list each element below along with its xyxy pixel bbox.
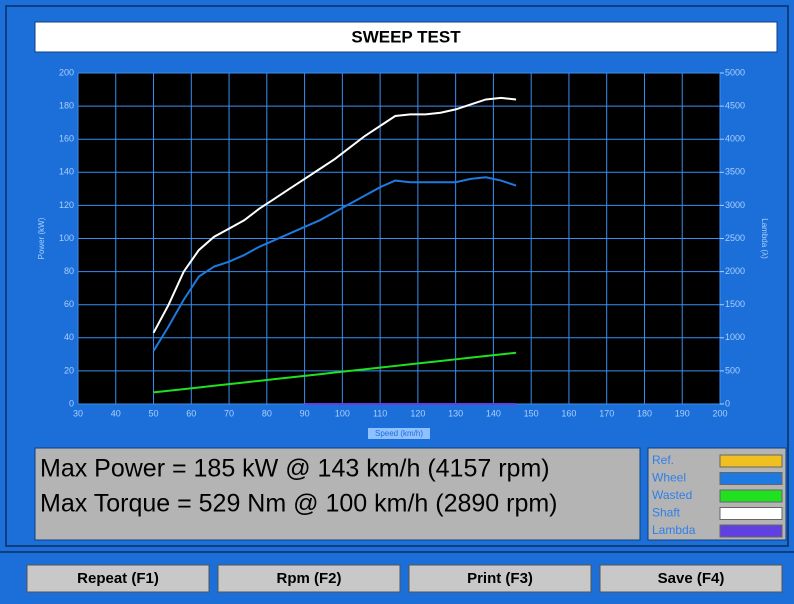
legend-swatch <box>719 507 783 520</box>
y2-tick-label: 0 <box>725 398 730 408</box>
summary-line: Max Torque = 529 Nm @ 100 km/h (2890 rpm… <box>40 490 558 518</box>
y2-tick-label: 4000 <box>725 134 745 144</box>
y-tick-label: 140 <box>59 167 74 177</box>
y-tick-label: 0 <box>69 398 74 408</box>
legend-label: Ref. <box>652 453 674 467</box>
y-tick-label: 120 <box>59 200 74 210</box>
series-line <box>152 176 517 352</box>
legend-label: Lambda <box>652 523 696 537</box>
button-label[interactable]: Print (F3) <box>467 570 533 587</box>
y2-tick-label: 1500 <box>725 299 745 309</box>
x-tick-label: 80 <box>262 408 272 418</box>
y-tick-label: 200 <box>59 67 74 77</box>
x-tick-label: 120 <box>410 408 425 418</box>
x-tick-label: 200 <box>712 408 727 418</box>
button[interactable] <box>26 564 210 593</box>
y2-tick-label: 3500 <box>725 167 745 177</box>
x-axis-label: Speed (km/h) <box>375 429 423 438</box>
x-tick-label: 180 <box>637 408 652 418</box>
y-tick-label: 160 <box>59 134 74 144</box>
x-tick-label: 40 <box>111 408 121 418</box>
summary-line: Max Power = 185 kW @ 143 km/h (4157 rpm) <box>40 455 550 483</box>
summary-box <box>34 447 641 541</box>
button[interactable] <box>217 564 401 593</box>
button-label[interactable]: Rpm (F2) <box>277 570 342 587</box>
legend-swatch <box>719 524 783 538</box>
series-line <box>152 96 517 334</box>
x-tick-label: 50 <box>149 408 159 418</box>
x-tick-label: 30 <box>73 408 83 418</box>
y2-tick-label: 4500 <box>725 100 745 110</box>
x-tick-label: 90 <box>300 408 310 418</box>
legend-label: Wheel <box>652 471 686 485</box>
x-tick-label: 170 <box>599 408 614 418</box>
x-tick-label: 160 <box>561 408 576 418</box>
legend-swatch <box>719 472 783 485</box>
y-tick-label: 80 <box>64 266 74 276</box>
y-tick-label: 180 <box>59 100 74 110</box>
y-tick-label: 100 <box>59 233 74 243</box>
y2-axis-label: Lambda (λ) <box>760 218 769 259</box>
y2-tick-label: 3000 <box>725 200 745 210</box>
y2-tick-label: 1000 <box>725 332 745 342</box>
y-tick-label: 40 <box>64 332 74 342</box>
series-line <box>153 351 517 394</box>
legend-swatch <box>719 489 783 503</box>
button-label[interactable]: Repeat (F1) <box>77 570 159 587</box>
x-tick-label: 190 <box>675 408 690 418</box>
button[interactable] <box>599 564 783 593</box>
x-tick-label: 140 <box>486 408 501 418</box>
legend-label: Shaft <box>652 506 681 520</box>
y2-tick-label: 5000 <box>725 67 745 77</box>
button[interactable] <box>408 564 592 593</box>
title: SWEEP TEST <box>351 27 461 46</box>
title-bar <box>34 21 778 53</box>
legend-swatch <box>719 454 783 468</box>
x-tick-label: 150 <box>524 408 539 418</box>
y2-tick-label: 500 <box>725 365 740 375</box>
button-label[interactable]: Save (F4) <box>658 570 725 587</box>
y2-tick-label: 2500 <box>725 233 745 243</box>
x-tick-label: 70 <box>224 408 234 418</box>
legend-label: Wasted <box>652 488 692 502</box>
x-label-bg <box>368 428 430 439</box>
x-tick-label: 110 <box>373 408 387 418</box>
y-tick-label: 60 <box>64 299 74 309</box>
frame <box>5 5 789 547</box>
y-tick-label: 20 <box>64 365 74 375</box>
y-axis-label: Power (kW) <box>37 217 46 259</box>
x-tick-label: 100 <box>335 408 350 418</box>
x-tick-label: 130 <box>448 408 463 418</box>
x-tick-label: 60 <box>186 408 196 418</box>
y2-tick-label: 2000 <box>725 266 745 276</box>
